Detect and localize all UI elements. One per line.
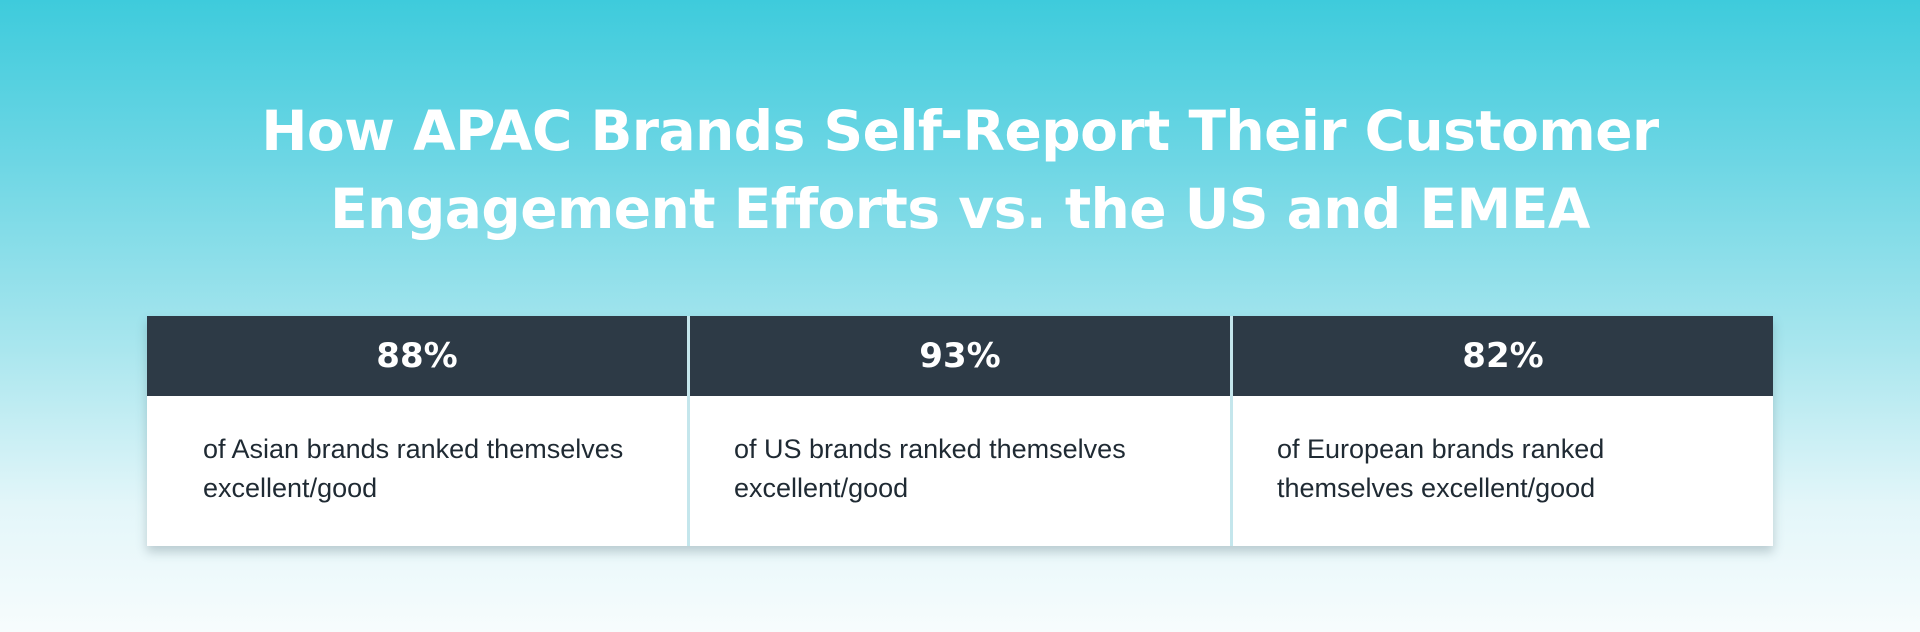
page-title: How APAC Brands Self-Report Their Custom… [0, 92, 1920, 248]
stat-label-europe: of European brands ranked themselves exc… [1277, 434, 1605, 503]
stat-card-asia: 88% of Asian brands ranked themselves ex… [147, 316, 687, 546]
stat-label-asia: of Asian brands ranked themselves excell… [203, 434, 624, 503]
title-line-2: Engagement Efforts vs. the US and EMEA [330, 177, 1590, 241]
stat-card-us: 93% of US brands ranked themselves excel… [687, 316, 1230, 546]
stats-table: 88% of Asian brands ranked themselves ex… [147, 316, 1773, 546]
stat-value-us: 93% [690, 316, 1230, 396]
stat-label-us: of US brands ranked themselves excellent… [734, 434, 1126, 503]
title-line-1: How APAC Brands Self-Report Their Custom… [261, 99, 1659, 163]
stat-card-europe: 82% of European brands ranked themselves… [1230, 316, 1773, 546]
stat-value-asia: 88% [147, 316, 687, 396]
stat-value-europe: 82% [1233, 316, 1773, 396]
